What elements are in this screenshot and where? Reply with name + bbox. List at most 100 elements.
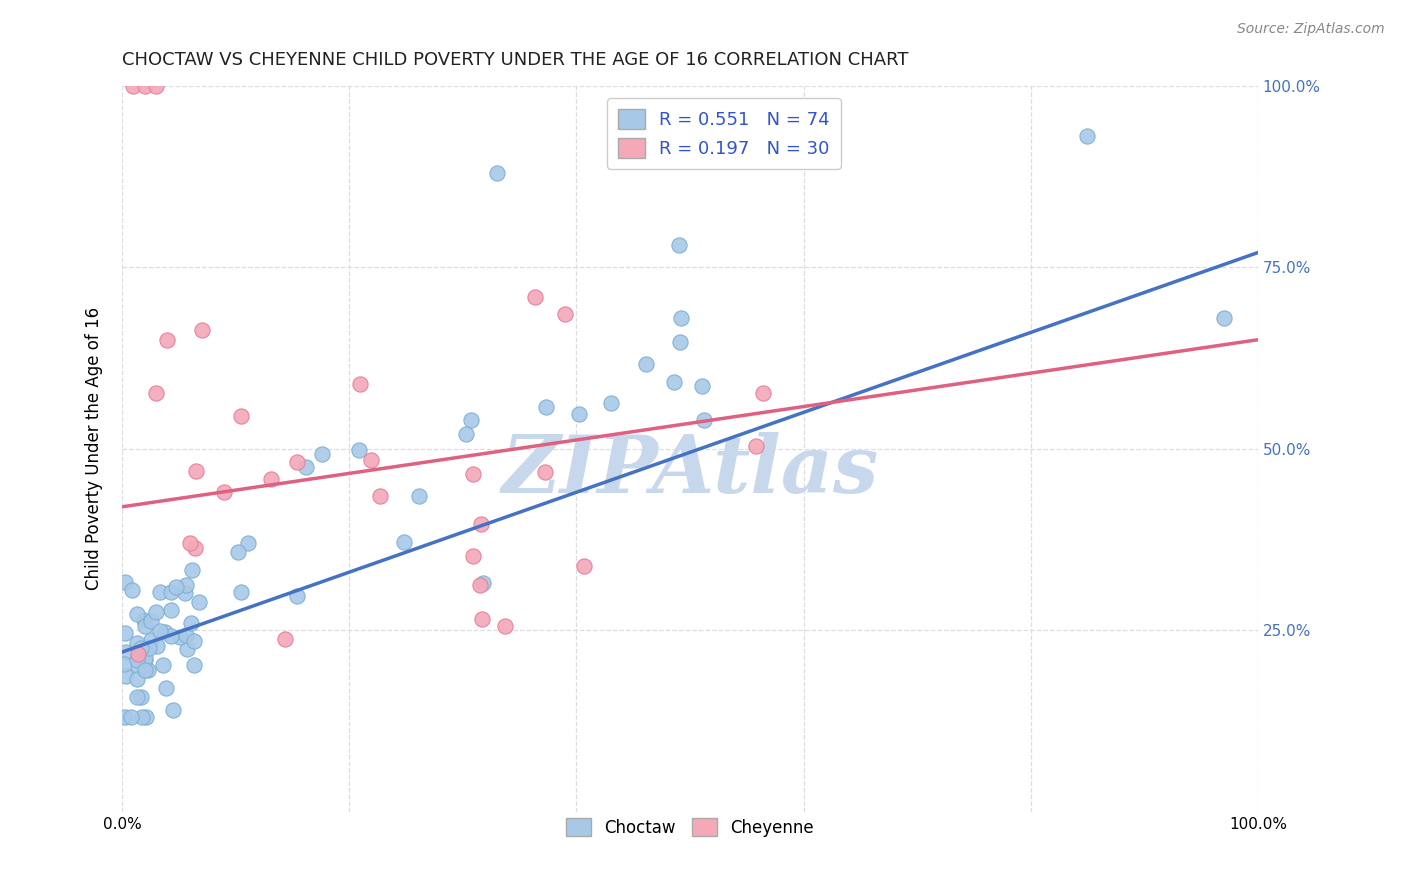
Point xyxy=(1076,129,1098,144)
Text: Source: ZipAtlas.com: Source: ZipAtlas.com xyxy=(1237,22,1385,37)
Point xyxy=(125,690,148,704)
Point xyxy=(125,636,148,650)
Point xyxy=(162,702,184,716)
Point xyxy=(183,657,205,672)
Point xyxy=(127,659,149,673)
Point xyxy=(259,473,281,487)
Point xyxy=(311,447,333,461)
Point xyxy=(554,307,576,321)
Point xyxy=(1212,310,1234,325)
Point xyxy=(183,633,205,648)
Point xyxy=(599,396,621,410)
Point xyxy=(155,681,177,695)
Point xyxy=(669,334,692,349)
Point xyxy=(285,589,308,603)
Point xyxy=(134,618,156,632)
Point xyxy=(155,624,177,639)
Point xyxy=(751,385,773,400)
Point xyxy=(534,465,557,479)
Point xyxy=(690,379,713,393)
Point xyxy=(149,624,172,638)
Point xyxy=(471,575,494,590)
Point xyxy=(135,710,157,724)
Point xyxy=(122,78,145,93)
Point xyxy=(184,541,207,556)
Point xyxy=(494,618,516,632)
Point xyxy=(125,672,148,686)
Point xyxy=(114,625,136,640)
Point xyxy=(360,453,382,467)
Point xyxy=(273,632,295,647)
Point xyxy=(470,578,492,592)
Point xyxy=(112,657,135,671)
Point xyxy=(368,490,391,504)
Y-axis label: Child Poverty Under the Age of 16: Child Poverty Under the Age of 16 xyxy=(86,307,103,591)
Point xyxy=(692,412,714,426)
Point xyxy=(460,413,482,427)
Point xyxy=(136,663,159,677)
Point xyxy=(174,578,197,592)
Point xyxy=(236,536,259,550)
Point xyxy=(114,574,136,589)
Point xyxy=(145,605,167,619)
Point xyxy=(534,400,557,414)
Text: ZIPAtlas: ZIPAtlas xyxy=(502,432,879,509)
Point xyxy=(186,464,208,478)
Point xyxy=(145,78,167,93)
Point xyxy=(129,690,152,705)
Point xyxy=(169,630,191,644)
Point xyxy=(471,612,494,626)
Point xyxy=(226,545,249,559)
Point xyxy=(745,439,768,453)
Point xyxy=(180,563,202,577)
Point xyxy=(127,607,149,622)
Point xyxy=(461,549,484,563)
Point xyxy=(634,357,657,371)
Point xyxy=(129,641,152,656)
Point xyxy=(214,485,236,500)
Point xyxy=(392,534,415,549)
Point xyxy=(668,238,690,252)
Point xyxy=(134,653,156,667)
Point xyxy=(139,614,162,628)
Point xyxy=(470,517,492,532)
Point xyxy=(160,603,183,617)
Point xyxy=(114,710,136,724)
Point xyxy=(134,613,156,627)
Point xyxy=(120,710,142,724)
Point xyxy=(191,323,214,337)
Point xyxy=(127,647,149,661)
Point xyxy=(134,663,156,677)
Point xyxy=(146,640,169,654)
Point xyxy=(485,166,508,180)
Point xyxy=(121,582,143,597)
Point xyxy=(188,594,211,608)
Text: CHOCTAW VS CHEYENNE CHILD POVERTY UNDER THE AGE OF 16 CORRELATION CHART: CHOCTAW VS CHEYENNE CHILD POVERTY UNDER … xyxy=(122,51,908,69)
Point xyxy=(176,642,198,657)
Point xyxy=(134,651,156,665)
Point xyxy=(285,455,308,469)
Point xyxy=(115,645,138,659)
Point xyxy=(408,489,430,503)
Point xyxy=(138,641,160,656)
Point xyxy=(131,710,153,724)
Point xyxy=(125,653,148,667)
Point xyxy=(149,585,172,599)
Point xyxy=(176,628,198,642)
Point xyxy=(568,407,591,421)
Point xyxy=(145,386,167,401)
Point xyxy=(664,375,686,389)
Point xyxy=(347,442,370,457)
Point xyxy=(139,633,162,648)
Point xyxy=(349,376,371,391)
Point xyxy=(669,310,692,325)
Point xyxy=(180,615,202,630)
Point xyxy=(160,629,183,643)
Point xyxy=(454,427,477,442)
Point xyxy=(179,536,201,550)
Point xyxy=(523,290,546,304)
Point xyxy=(295,459,318,474)
Point xyxy=(231,409,253,424)
Point xyxy=(115,669,138,683)
Point xyxy=(231,585,253,599)
